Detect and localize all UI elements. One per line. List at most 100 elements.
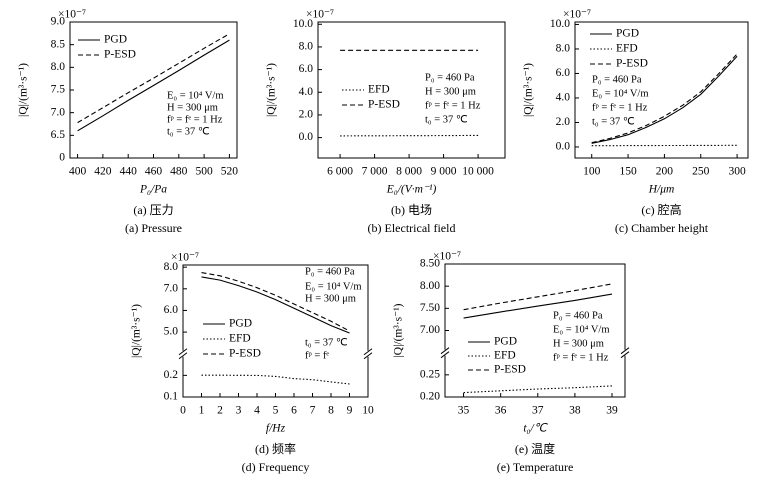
- annotation: fᵖ = fᵉ = 1 Hz: [592, 102, 648, 113]
- caption: (a) 压力: [133, 203, 173, 217]
- y-tick-label: 0: [59, 152, 65, 164]
- legend-label: EFD: [229, 333, 251, 345]
- y-axis-label: |Q|/(m³·s⁻¹): [18, 63, 30, 117]
- caption: (d) 频率: [255, 441, 296, 456]
- x-tick-label: 10: [362, 405, 374, 417]
- annotation: H = 300 μm: [553, 338, 604, 349]
- x-tick-label: 8 000: [396, 166, 422, 178]
- y-tick-label: 4.0: [299, 86, 314, 98]
- axis-break-mark: [440, 347, 450, 355]
- axis-break-mark: [440, 351, 450, 359]
- y-tick-label: 2.0: [299, 109, 314, 121]
- annotation: t₀ = 37 ℃: [305, 337, 348, 348]
- annotation: P₀ = 460 Pa: [425, 72, 475, 83]
- caption: (a) Pressure: [125, 221, 182, 235]
- caption: (b) 电场: [391, 203, 432, 217]
- annotation: H = 300 μm: [305, 293, 356, 304]
- legend-label: PGD: [104, 34, 127, 46]
- y-tick-label: 6.0: [299, 63, 314, 75]
- annotation: t₀ = 37 ℃: [425, 114, 468, 125]
- series-line: [591, 55, 738, 144]
- y-tick-label: 7.0: [51, 106, 66, 118]
- legend-label: PGD: [229, 318, 252, 330]
- x-tick-label: 7 000: [362, 166, 388, 178]
- y-tick-label: 0.2: [164, 369, 179, 381]
- x-tick-label: 39: [606, 405, 618, 417]
- series-line: [201, 374, 350, 385]
- legend-label: EFD: [368, 84, 390, 96]
- x-tick-label: 9 000: [431, 166, 457, 178]
- axis-break-mark: [178, 352, 188, 360]
- y-tick-label: 8.00: [420, 280, 440, 292]
- x-tick-label: 150: [619, 166, 637, 178]
- x-tick-label: 300: [728, 166, 746, 178]
- caption: (e) 温度: [515, 441, 555, 456]
- x-tick-label: 3: [236, 405, 242, 417]
- legend-label: EFD: [494, 350, 516, 362]
- y-tick-label: 10.0: [550, 18, 570, 30]
- x-tick-label: 200: [656, 166, 674, 178]
- x-axis-label: E₀/(V·m⁻¹): [386, 184, 437, 196]
- y-tick-label: 0.1: [164, 391, 179, 403]
- axis-break-mark: [620, 347, 630, 355]
- x-tick-label: 0: [180, 405, 186, 417]
- annotation: E₀ = 10⁴ V/m: [305, 281, 362, 292]
- series-line: [591, 53, 738, 144]
- annotation: fᵖ = fᵉ: [305, 350, 329, 361]
- y-tick-label: 0.25: [420, 368, 440, 380]
- x-tick-label: 38: [569, 405, 581, 417]
- legend-label: P-ESD: [229, 348, 261, 360]
- plot-frame: [574, 21, 749, 159]
- y-tick-label: 7.0: [164, 282, 179, 294]
- y-tick-label: 8.5: [51, 38, 66, 50]
- x-axis-label: t₀/℃: [523, 423, 548, 435]
- x-tick-label: 35: [458, 405, 470, 417]
- annotation: H = 300 μm: [167, 102, 218, 113]
- x-tick-label: 480: [170, 166, 188, 178]
- series-line: [463, 283, 613, 311]
- series-line: [77, 33, 230, 124]
- x-tick-label: 500: [195, 166, 213, 178]
- caption: (b) Electrical field: [368, 221, 456, 235]
- x-tick-label: 100: [583, 166, 601, 178]
- series-line: [340, 134, 479, 137]
- series-line: [201, 276, 350, 334]
- x-tick-label: 5: [273, 405, 279, 417]
- x-tick-label: 400: [69, 166, 87, 178]
- y-tick-label: 8.0: [299, 41, 314, 53]
- y-tick-label: 8.50: [420, 258, 440, 270]
- y-axis-label: |Q|/(m³·s⁻¹): [523, 63, 535, 117]
- y-tick-label: 5.0: [164, 326, 179, 338]
- caption: (c) Chamber height: [615, 221, 709, 235]
- x-tick-label: 420: [94, 166, 112, 178]
- x-tick-label: 2: [217, 405, 223, 417]
- annotation: P₀ = 460 Pa: [553, 310, 603, 321]
- x-tick-label: 37: [532, 405, 544, 417]
- series-line: [463, 293, 613, 319]
- y-tick-label: 8.0: [556, 43, 571, 55]
- x-axis-label: P₀/Pa: [139, 184, 167, 196]
- x-tick-label: 4: [254, 405, 260, 417]
- legend-label: P-ESD: [494, 364, 526, 376]
- y-tick-label: 7.50: [420, 302, 440, 314]
- y-tick-label: 8.0: [51, 61, 66, 73]
- axis-break-gap: [441, 349, 449, 356]
- y-tick-label: 8.0: [164, 261, 179, 273]
- y-tick-label: 7.00: [420, 324, 440, 336]
- x-tick-label: 250: [692, 166, 710, 178]
- axis-break-mark: [363, 348, 373, 356]
- annotation: P₀ = 460 Pa: [305, 266, 355, 277]
- x-tick-label: 36: [495, 405, 507, 417]
- y-tick-label: 6.0: [164, 304, 179, 316]
- y-multiplier: ×10⁻⁷: [433, 251, 461, 263]
- legend-label: EFD: [616, 43, 638, 55]
- y-multiplier: ×10⁻⁷: [171, 252, 199, 264]
- y-tick-label: 0.20: [420, 391, 440, 403]
- caption: (e) Temperature: [497, 460, 574, 474]
- annotation: E₀ = 10⁴ V/m: [167, 90, 224, 101]
- y-multiplier: ×10⁻⁷: [58, 9, 86, 21]
- y-tick-label: 6.0: [556, 67, 571, 79]
- axis-break-gap: [364, 350, 372, 357]
- legend-label: P-ESD: [616, 58, 648, 70]
